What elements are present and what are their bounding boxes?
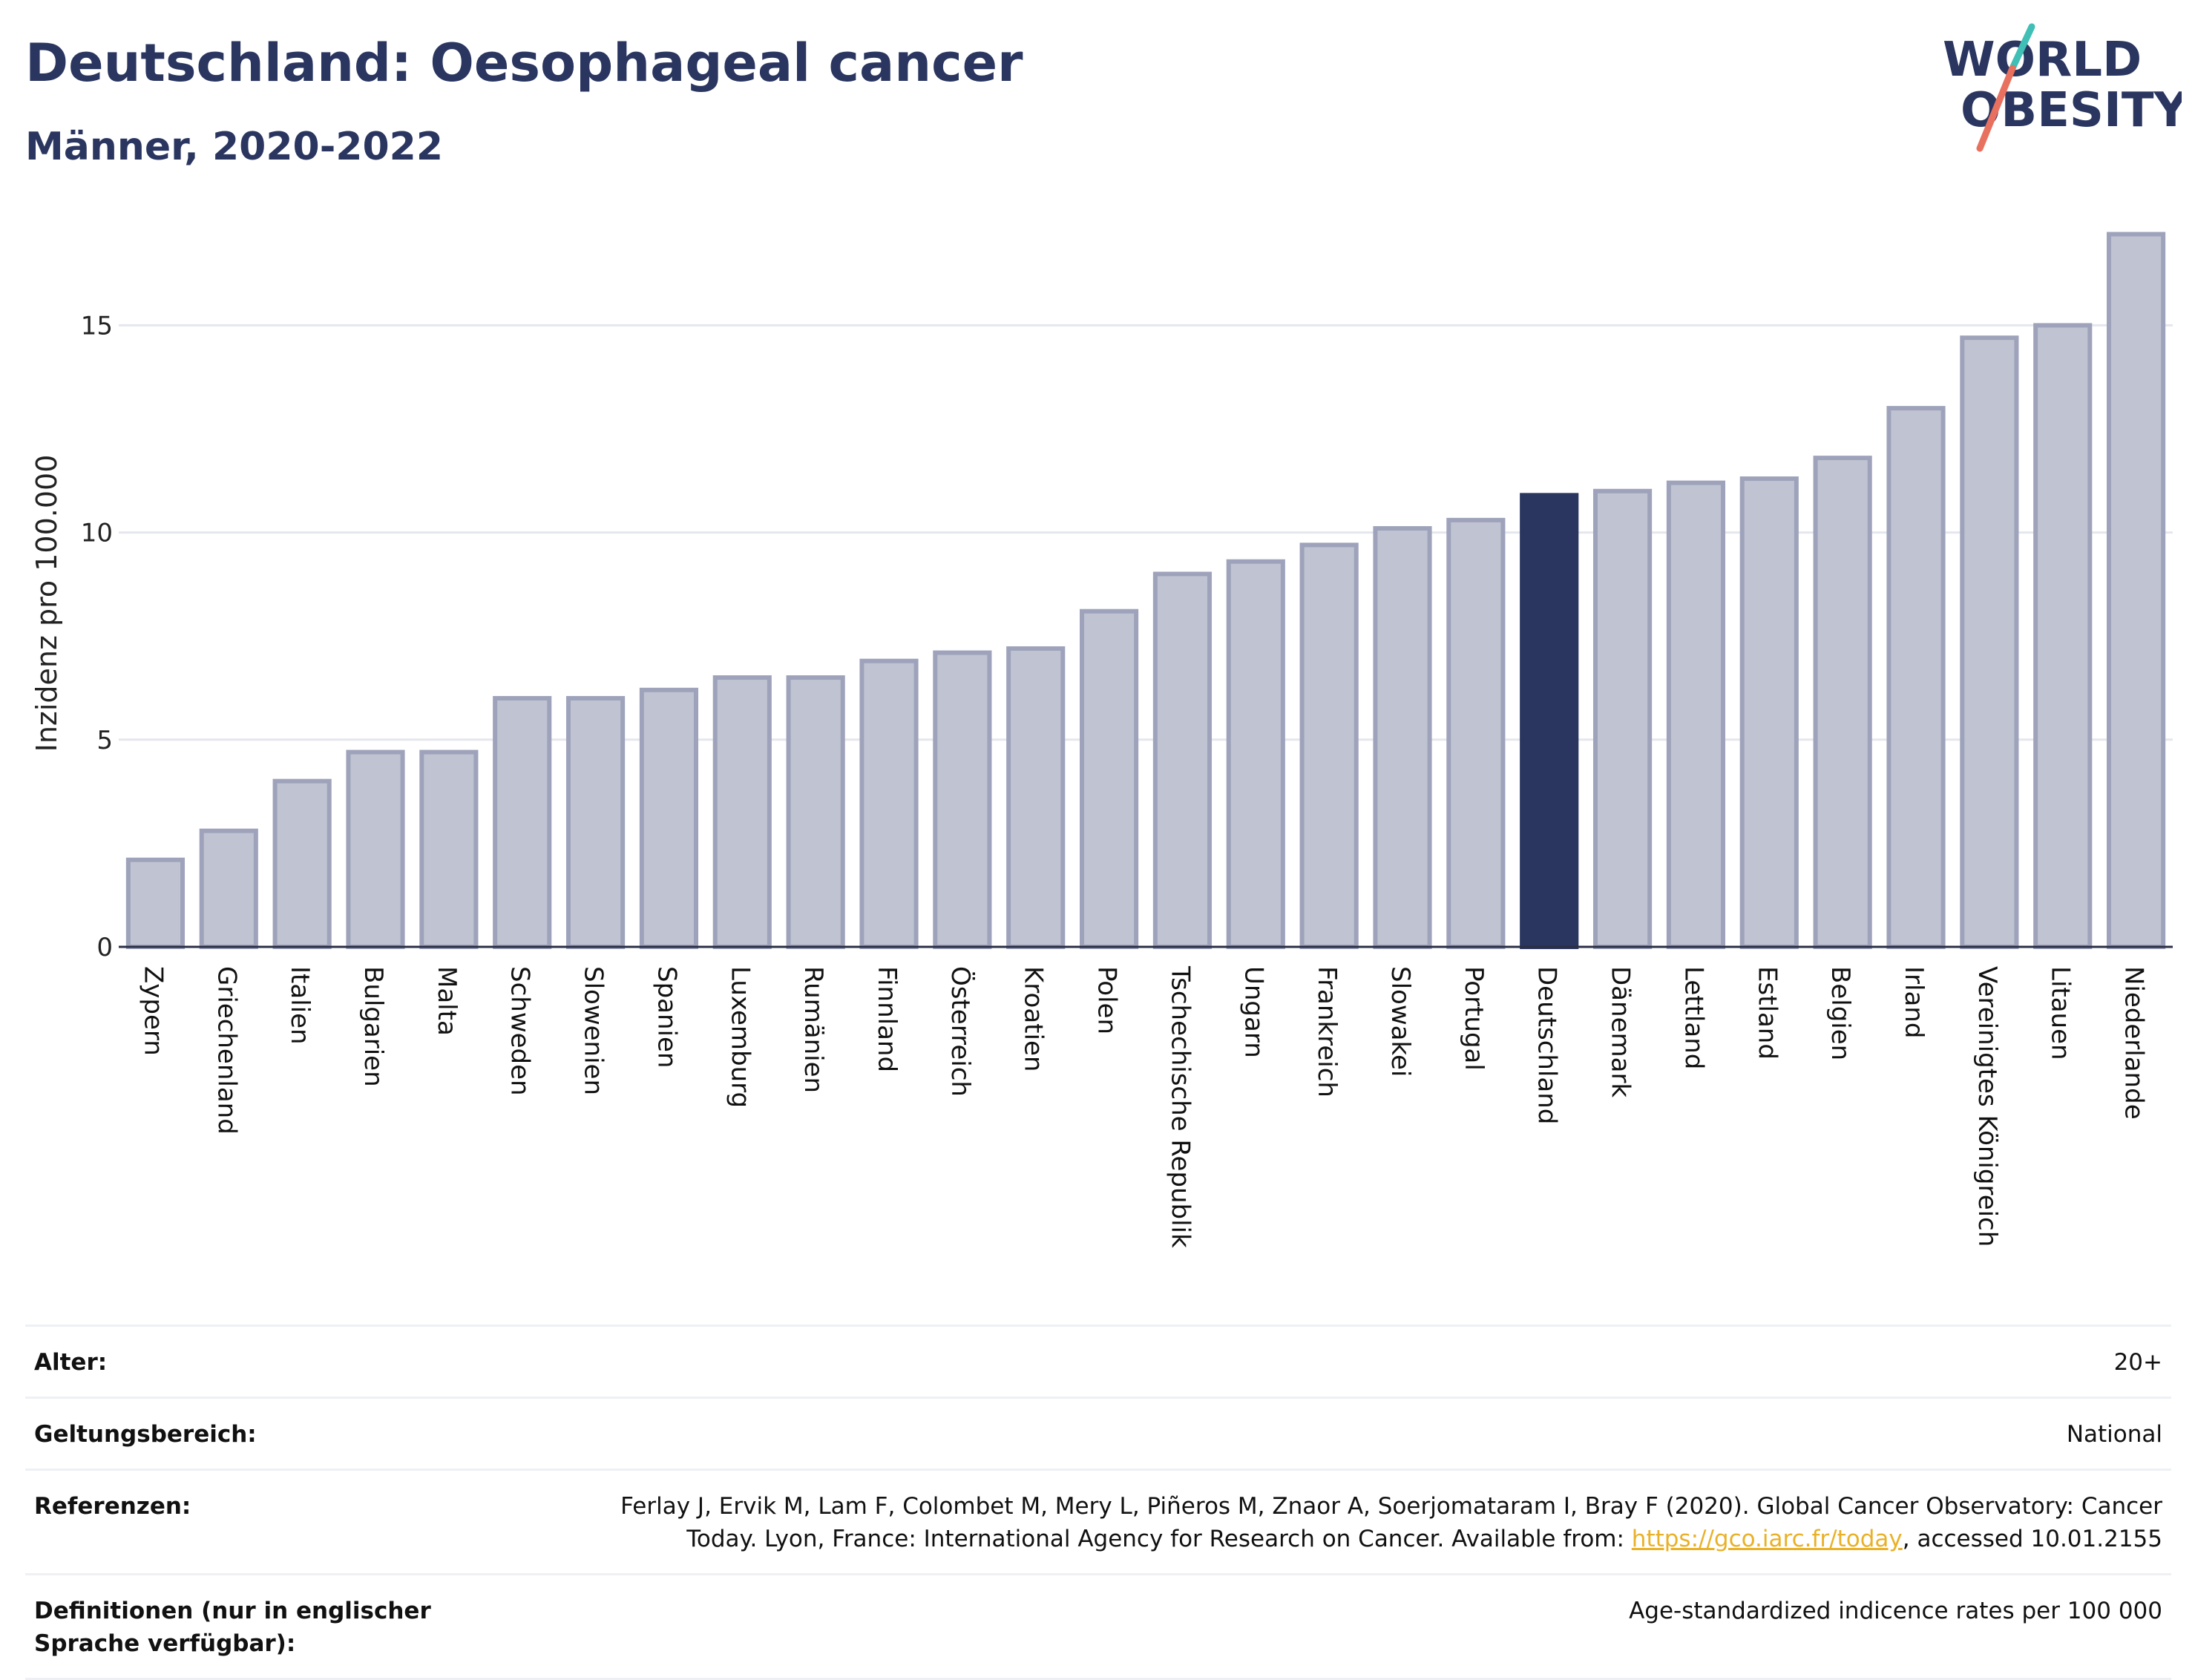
meta-scope-value: National [2066, 1421, 2162, 1448]
x-tick-label: Malta [432, 966, 462, 1036]
meta-defs-label: Definitionen (nur in englischer Sprache … [34, 1598, 431, 1657]
meta-defs-value: Age-standardized indicence rates per 100… [1629, 1598, 2162, 1624]
bar-estland [1739, 476, 1799, 949]
bar-lettland [1666, 480, 1726, 949]
x-tick-label: Portugal [1459, 966, 1489, 1071]
y-tick-label: 0 [96, 933, 113, 962]
bar-portugal [1446, 517, 1506, 949]
x-tick-label: Ungarn [1238, 966, 1268, 1058]
chart-subtitle: Männer, 2020-2022 [25, 125, 444, 169]
x-tick-label: Niederlande [2119, 966, 2149, 1120]
x-tick-label: Zypern [138, 966, 168, 1056]
bar-tschechische-republik [1152, 571, 1213, 950]
x-tick-label: Finnland [872, 966, 902, 1072]
x-tick-label: Österreich [945, 966, 976, 1097]
y-tick-label: 5 [96, 726, 113, 755]
x-tick-label: Vereinigtes Königreich [1972, 966, 2002, 1247]
meta-refs-label: Referenzen: [34, 1493, 191, 1520]
meta-age-value: 20+ [2113, 1349, 2162, 1376]
bar-ungarn [1226, 559, 1285, 949]
logo-slash-coral [1976, 65, 2016, 152]
x-tick-label: Belgien [1825, 966, 1855, 1060]
refs-line-2-pre: Today. Lyon, France: International Agenc… [686, 1526, 1632, 1552]
bar-kroatien [1006, 646, 1066, 949]
refs-link[interactable]: https://gco.iarc.fr/today [1631, 1526, 1903, 1552]
bar-niederlande [2106, 232, 2166, 949]
x-tick-label: Schweden [505, 966, 535, 1096]
chart-title: Deutschland: Oesophageal cancer [25, 33, 1023, 93]
bar-schweden [493, 695, 552, 949]
bar-slowakei [1373, 526, 1432, 949]
bar-belgien [1813, 456, 1872, 949]
logo-slash-teal [2009, 23, 2035, 72]
bar-litauen [2033, 323, 2093, 949]
meta-row-references: Referenzen: Ferlay J, Ervik M, Lam F, Co… [25, 1469, 2171, 1575]
x-tick-label: Tschechische Republik [1165, 965, 1195, 1248]
y-tick-label: 15 [81, 311, 113, 341]
logo-word-world: WORLD [1943, 33, 2142, 88]
bar-bulgarien [346, 749, 405, 949]
meta-row-scope: Geltungsbereich: National [25, 1397, 2171, 1470]
bar-vereinigtes-königreich [1960, 335, 2019, 949]
bar-spanien [639, 687, 699, 949]
bar-luxemburg [712, 675, 772, 949]
x-tick-label: Litauen [2046, 966, 2076, 1060]
bar-malta [419, 749, 479, 949]
world-obesity-logo: WORLD OBESITY [1943, 23, 2182, 152]
bar-deutschland [1520, 493, 1579, 949]
y-axis-title: Inzidenz pro 100.000 [30, 455, 63, 752]
meta-refs-value: Ferlay J, Ervik M, Lam F, Colombet M, Me… [548, 1470, 2171, 1575]
x-tick-label: Frankreich [1312, 966, 1342, 1097]
x-tick-label: Bulgarien [358, 966, 388, 1087]
refs-line-2-post: , accessed 10.01.2155 [1902, 1526, 2162, 1552]
meta-scope-label: Geltungsbereich: [34, 1421, 257, 1448]
meta-row-age: Alter: 20+ [25, 1325, 2171, 1398]
x-tick-label: Dänemark [1606, 966, 1635, 1097]
meta-row-definitions: Definitionen (nur in englischer Sprache … [25, 1574, 2171, 1679]
bar-griechenland [199, 828, 258, 950]
x-tick-label: Griechenland [211, 966, 241, 1135]
x-tick-label: Irland [1899, 966, 1929, 1038]
bars [125, 232, 2166, 950]
bar-chart: 0 5 10 15 Inzidenz pro 100.000 Zypern Griechen… [30, 232, 2173, 1248]
bar-dänemark [1592, 488, 1653, 949]
x-tick-label: Deutschland [1532, 966, 1562, 1124]
metadata-table: Alter: 20+ Geltungsbereich: National Ref… [25, 1325, 2171, 1680]
meta-age-label: Alter: [34, 1349, 108, 1376]
x-tick-label: Italien [285, 966, 315, 1045]
bar-zypern [125, 857, 186, 949]
x-tick-label: Slowakei [1385, 966, 1415, 1077]
refs-line-1: Ferlay J, Ervik M, Lam F, Colombet M, Me… [620, 1493, 2162, 1520]
x-tick-label: Kroatien [1019, 966, 1049, 1072]
y-tick-label: 10 [81, 519, 113, 548]
x-tick-label: Rumänien [798, 966, 828, 1093]
bar-österreich [933, 650, 992, 949]
axis-labels: 0 5 10 15 Inzidenz pro 100.000 Zypern Griechen… [30, 311, 2149, 1248]
x-tick-label: Lettland [1679, 966, 1708, 1069]
x-tick-label: Spanien [652, 966, 681, 1068]
bar-irland [1886, 406, 1946, 949]
bar-polen [1079, 608, 1139, 950]
x-tick-label: Luxemburg [725, 966, 755, 1108]
bar-italien [272, 778, 332, 949]
x-tick-label: Estland [1752, 966, 1782, 1060]
bar-frankreich [1299, 542, 1359, 949]
x-tick-label: Polen [1092, 966, 1122, 1034]
bar-rumänien [786, 675, 845, 949]
bar-finnland [859, 658, 919, 949]
x-tick-label: Slowenien [579, 966, 608, 1095]
bar-slowenien [565, 695, 626, 949]
